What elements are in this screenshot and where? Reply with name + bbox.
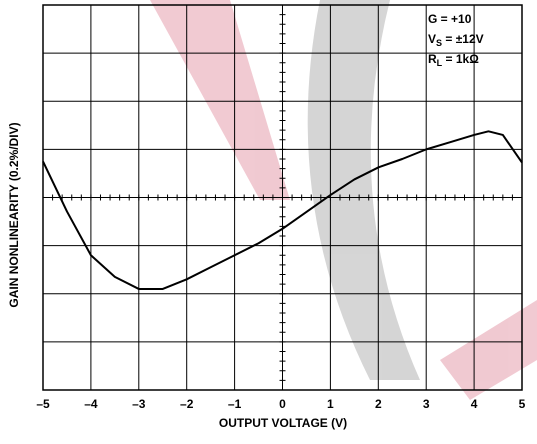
x-tick-label: 3	[423, 397, 430, 411]
x-tick-label: 0	[279, 397, 286, 411]
annotation-sub: S	[436, 38, 442, 48]
x-tick-label: 5	[519, 397, 526, 411]
x-tick-label: –2	[180, 397, 194, 411]
x-tick-label: 4	[471, 397, 478, 411]
annotation-text: = 1kΩ	[442, 52, 479, 66]
annotation: RL = 1kΩ	[428, 52, 479, 68]
line-series	[42, 130, 523, 290]
y-axis-title: GAIN NONLINEARITY (0.2%/DIV)	[7, 122, 21, 307]
watermark	[150, 0, 537, 400]
x-tick-label: –3	[132, 397, 146, 411]
x-tick-label: 1	[327, 397, 334, 411]
annotation-sub: L	[437, 58, 443, 68]
x-tick-label: 2	[375, 397, 382, 411]
annotation: VS = ±12V	[428, 32, 484, 48]
x-axis-title: OUTPUT VOLTAGE (V)	[219, 416, 347, 430]
annotation-box: G = +10 VS = ±12V RL = 1kΩ	[428, 12, 484, 68]
annotation-text: R	[428, 52, 437, 66]
x-tick-label: –1	[228, 397, 242, 411]
annotation: G = +10	[428, 12, 472, 26]
annotation-text: = ±12V	[442, 32, 484, 46]
annotation-text: V	[428, 32, 436, 46]
x-tick-label: –4	[84, 397, 98, 411]
x-tick-label: –5	[36, 397, 50, 411]
annotation-text: G = +10	[428, 12, 472, 26]
